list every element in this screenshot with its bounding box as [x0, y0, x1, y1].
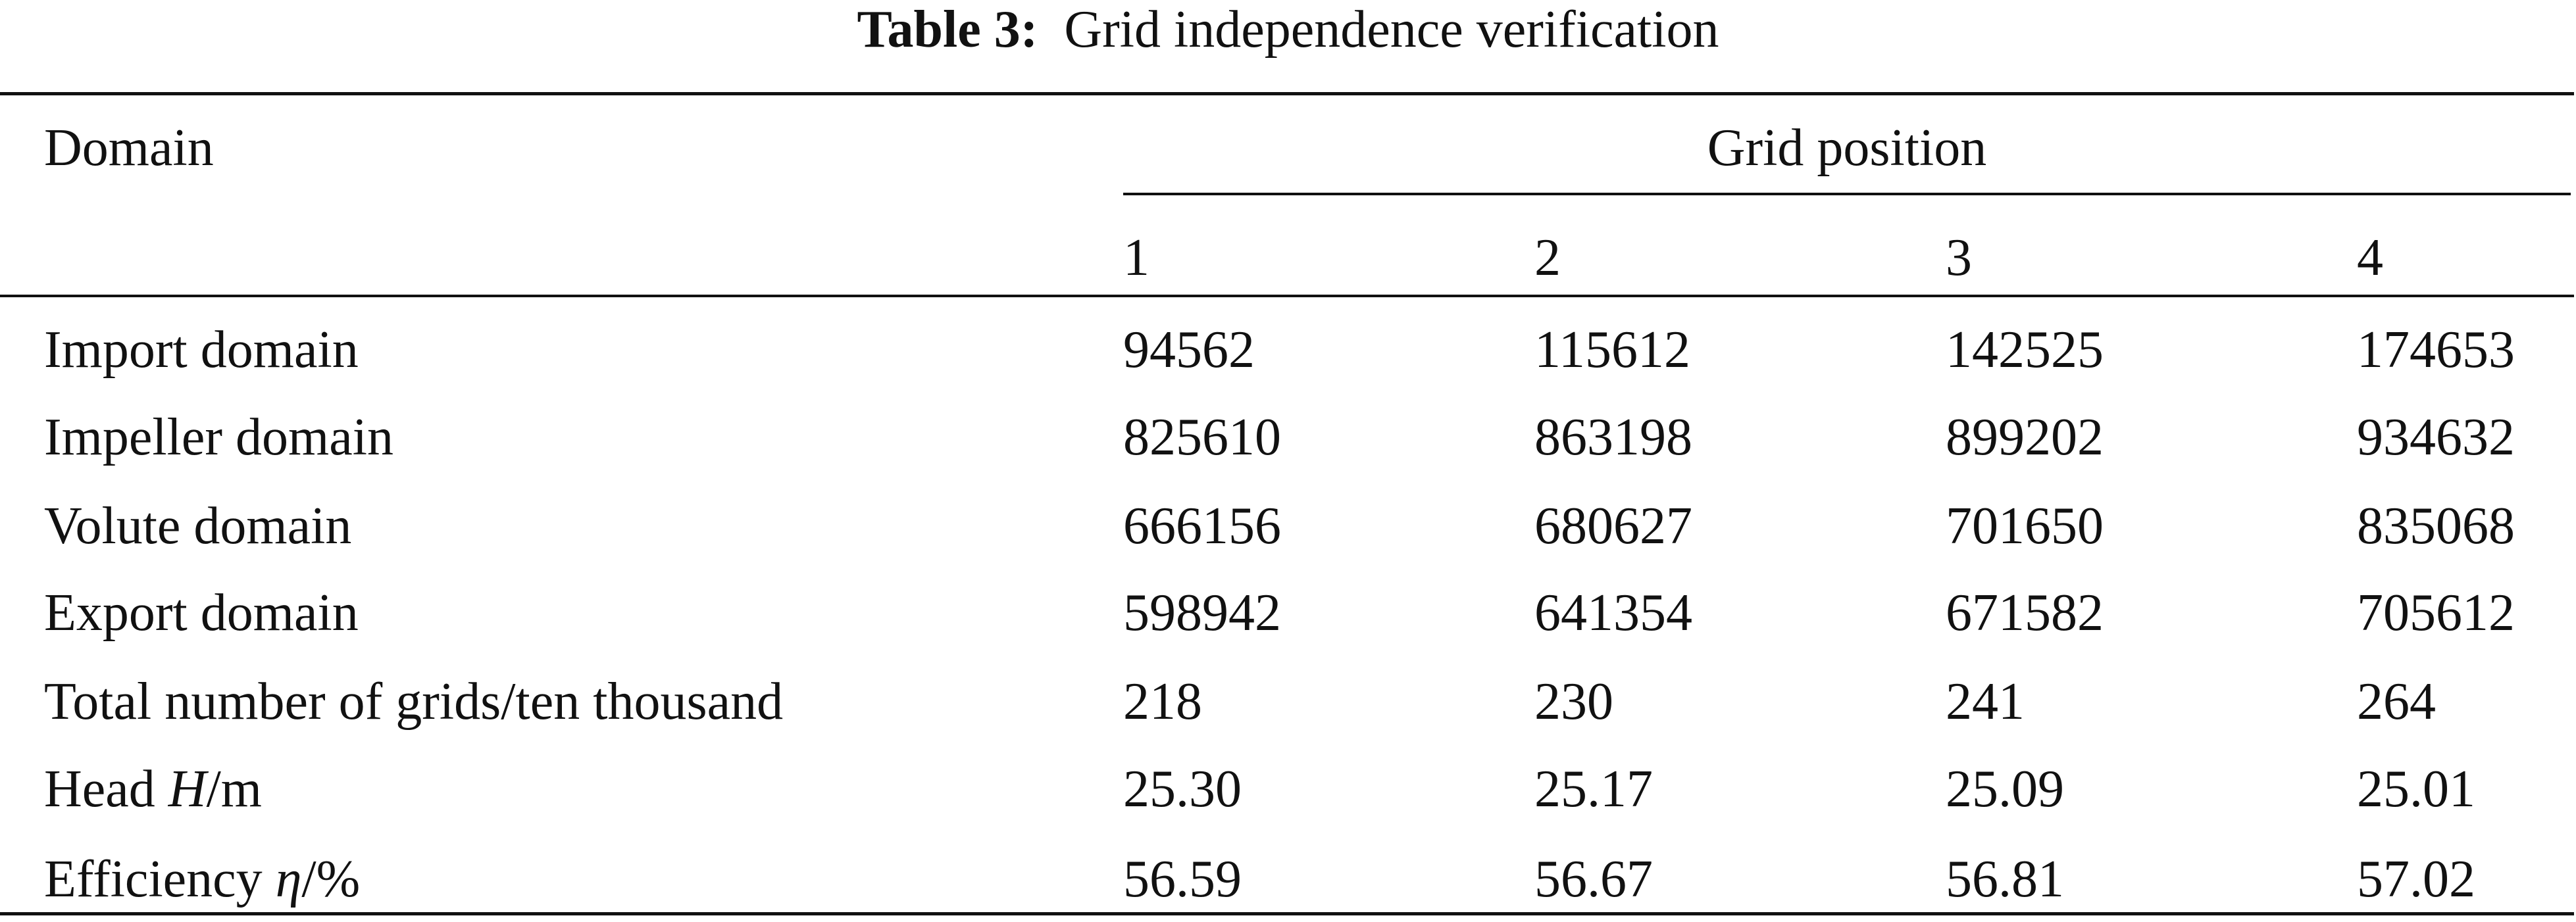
bottom-rule — [0, 912, 2574, 915]
row-label: Export domain — [44, 587, 359, 639]
cell: 94562 — [1123, 321, 1255, 379]
cell: 825610 — [1123, 408, 1281, 466]
label-part: /% — [301, 850, 361, 908]
label-part: Impeller domain — [44, 408, 393, 466]
caption-label: Table 3: — [857, 1, 1038, 59]
group-header: Grid position — [1707, 119, 1987, 177]
cell: 701650 — [1946, 497, 2104, 555]
cell: 174653 — [2357, 321, 2515, 379]
cell: 25.09 — [1946, 760, 2064, 818]
top-rule — [0, 92, 2574, 95]
cell: 666156 — [1123, 497, 1281, 555]
row-label: Import domain — [44, 324, 359, 376]
cell: 705612 — [2357, 584, 2515, 642]
column-header: 4 — [2357, 229, 2383, 287]
label-part: Volute domain — [44, 497, 352, 555]
cell: 218 — [1123, 673, 1202, 731]
cell: 56.81 — [1946, 850, 2064, 908]
cell: 899202 — [1946, 408, 2104, 466]
column-header: 3 — [1946, 229, 1972, 287]
label-part: H — [168, 760, 207, 818]
cell: 641354 — [1534, 584, 1692, 642]
label-part: /m — [206, 760, 263, 818]
row-label: Efficiency η/% — [44, 853, 360, 906]
cell: 835068 — [2357, 497, 2515, 555]
row-label: Head H/m — [44, 763, 262, 815]
caption: Table 3: Grid independence verification — [0, 3, 2576, 56]
caption-title: Grid independence verification — [1064, 1, 1719, 59]
cell: 671582 — [1946, 584, 2104, 642]
label-part: η — [275, 850, 302, 908]
row-header: Domain — [44, 119, 214, 177]
cell: 934632 — [2357, 408, 2515, 466]
cell: 863198 — [1534, 408, 1692, 466]
label-part: Export domain — [44, 584, 359, 642]
cell: 230 — [1534, 673, 1613, 731]
cell: 25.17 — [1534, 760, 1653, 818]
row-label: Total number of grids/ten thousand — [44, 675, 783, 728]
cell: 25.01 — [2357, 760, 2475, 818]
cell: 142525 — [1946, 321, 2104, 379]
cell: 241 — [1946, 673, 2025, 731]
cell: 264 — [2357, 673, 2436, 731]
cell: 56.67 — [1534, 850, 1653, 908]
cell: 56.59 — [1123, 850, 1242, 908]
cell: 57.02 — [2357, 850, 2475, 908]
label-part: Head — [44, 760, 168, 818]
label-part: Efficiency — [44, 850, 276, 908]
header-rule — [0, 295, 2574, 297]
group-rule — [1123, 193, 2571, 195]
row-label: Volute domain — [44, 500, 351, 552]
cell: 680627 — [1534, 497, 1692, 555]
label-part: Import domain — [44, 321, 359, 379]
cell: 115612 — [1534, 321, 1691, 379]
label-part: Total number of grids/ten thousand — [44, 673, 784, 731]
row-label: Impeller domain — [44, 411, 393, 464]
column-header: 2 — [1534, 229, 1561, 287]
cell: 25.30 — [1123, 760, 1242, 818]
column-header: 1 — [1123, 229, 1149, 287]
cell: 598942 — [1123, 584, 1281, 642]
